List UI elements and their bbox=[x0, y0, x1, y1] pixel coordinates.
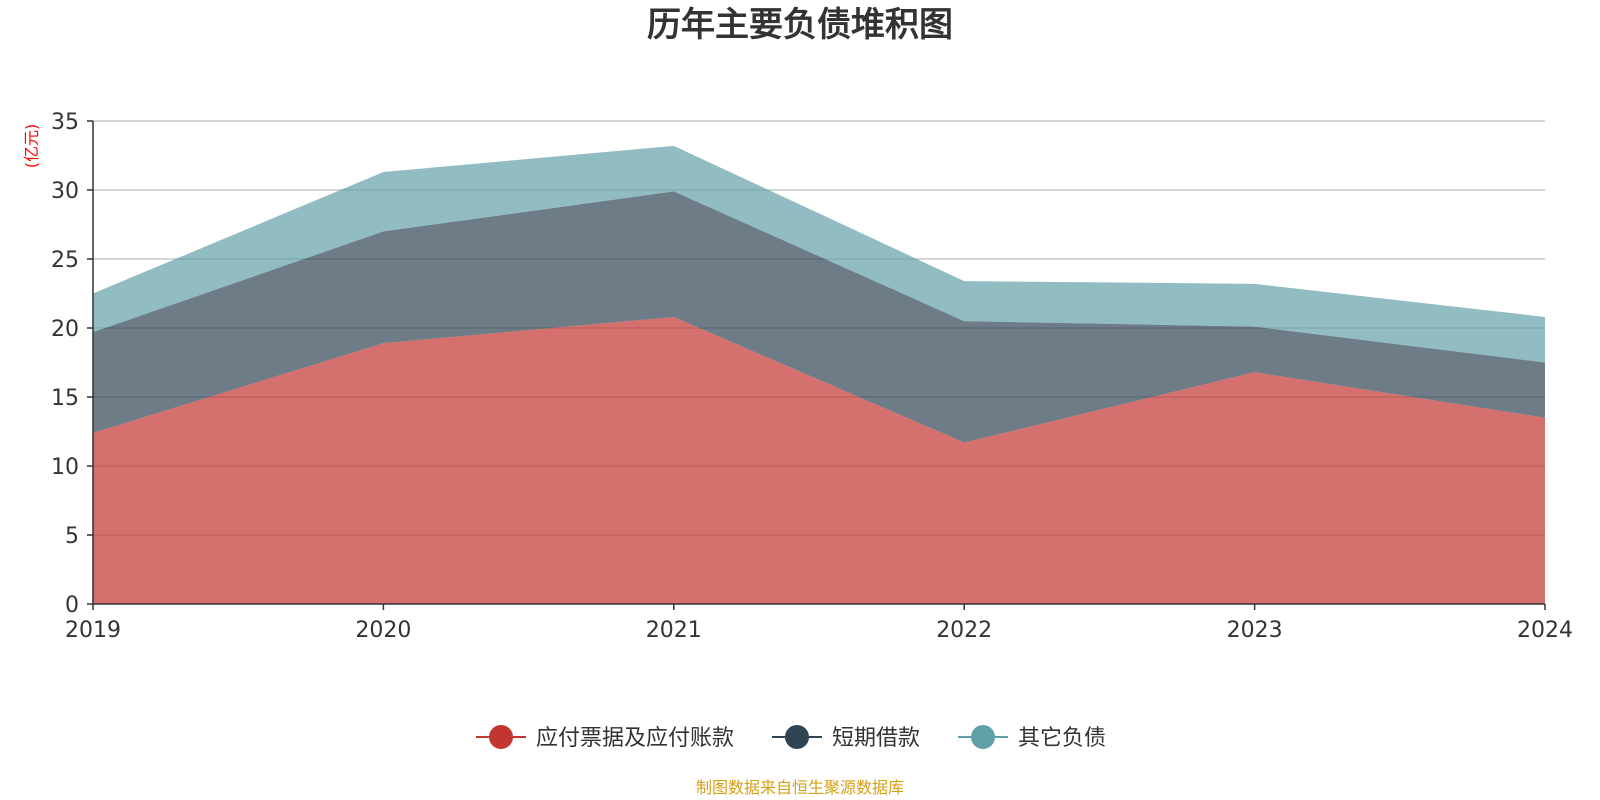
area-series-group bbox=[93, 145, 1545, 604]
legend: 应付票据及应付账款 短期借款 其它负债 bbox=[476, 725, 1106, 751]
y-tick-label: 5 bbox=[65, 524, 79, 549]
area-series-1 bbox=[93, 316, 1545, 604]
area-series-2 bbox=[93, 191, 1545, 443]
axes: 0 5 10 15 20 25 30 35 2019 2020 2021 2022 2023 2024 bbox=[51, 110, 1573, 643]
x-tick-label: 2020 bbox=[355, 618, 411, 643]
y-tick-label: 10 bbox=[51, 455, 79, 480]
legend-marker bbox=[971, 725, 995, 749]
legend-item-1[interactable]: 应付票据及应付账款 bbox=[476, 725, 734, 751]
y-tick-label: 15 bbox=[51, 386, 79, 411]
y-tick-label: 30 bbox=[51, 179, 79, 204]
x-tick-label: 2021 bbox=[646, 618, 702, 643]
legend-label: 应付票据及应付账款 bbox=[536, 726, 734, 751]
data-source-note: 制图数据来自恒生聚源数据库 bbox=[696, 778, 904, 797]
y-tick-label: 20 bbox=[51, 317, 79, 342]
legend-marker bbox=[785, 725, 809, 749]
y-tick-label: 0 bbox=[65, 593, 79, 618]
legend-label: 其它负债 bbox=[1018, 726, 1106, 751]
legend-item-2[interactable]: 短期借款 bbox=[772, 725, 920, 751]
x-tick-label: 2023 bbox=[1227, 618, 1283, 643]
chart-title: 历年主要负债堆积图 bbox=[647, 5, 953, 45]
y-axis-unit-label: (亿元) bbox=[22, 124, 41, 169]
legend-marker bbox=[489, 725, 513, 749]
area-series-3 bbox=[93, 145, 1545, 363]
legend-label: 短期借款 bbox=[832, 726, 920, 751]
y-tick-label: 35 bbox=[51, 110, 79, 135]
legend-item-3[interactable]: 其它负债 bbox=[958, 725, 1106, 751]
x-tick-label: 2022 bbox=[936, 618, 992, 643]
y-tick-label: 25 bbox=[51, 248, 79, 273]
x-tick-label: 2024 bbox=[1517, 618, 1573, 643]
x-tick-label: 2019 bbox=[65, 618, 121, 643]
